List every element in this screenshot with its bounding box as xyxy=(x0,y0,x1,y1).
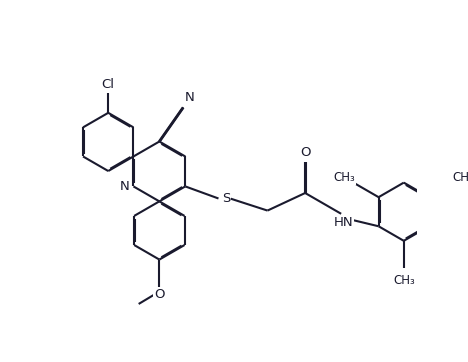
Text: N: N xyxy=(119,180,129,193)
Text: O: O xyxy=(300,146,310,159)
Text: Cl: Cl xyxy=(102,79,115,92)
Text: S: S xyxy=(222,192,230,205)
Text: O: O xyxy=(154,289,165,302)
Text: N: N xyxy=(185,92,195,104)
Text: CH₃: CH₃ xyxy=(452,171,468,184)
Text: CH₃: CH₃ xyxy=(393,274,415,287)
Text: CH₃: CH₃ xyxy=(334,171,355,184)
Text: HN: HN xyxy=(333,216,353,230)
